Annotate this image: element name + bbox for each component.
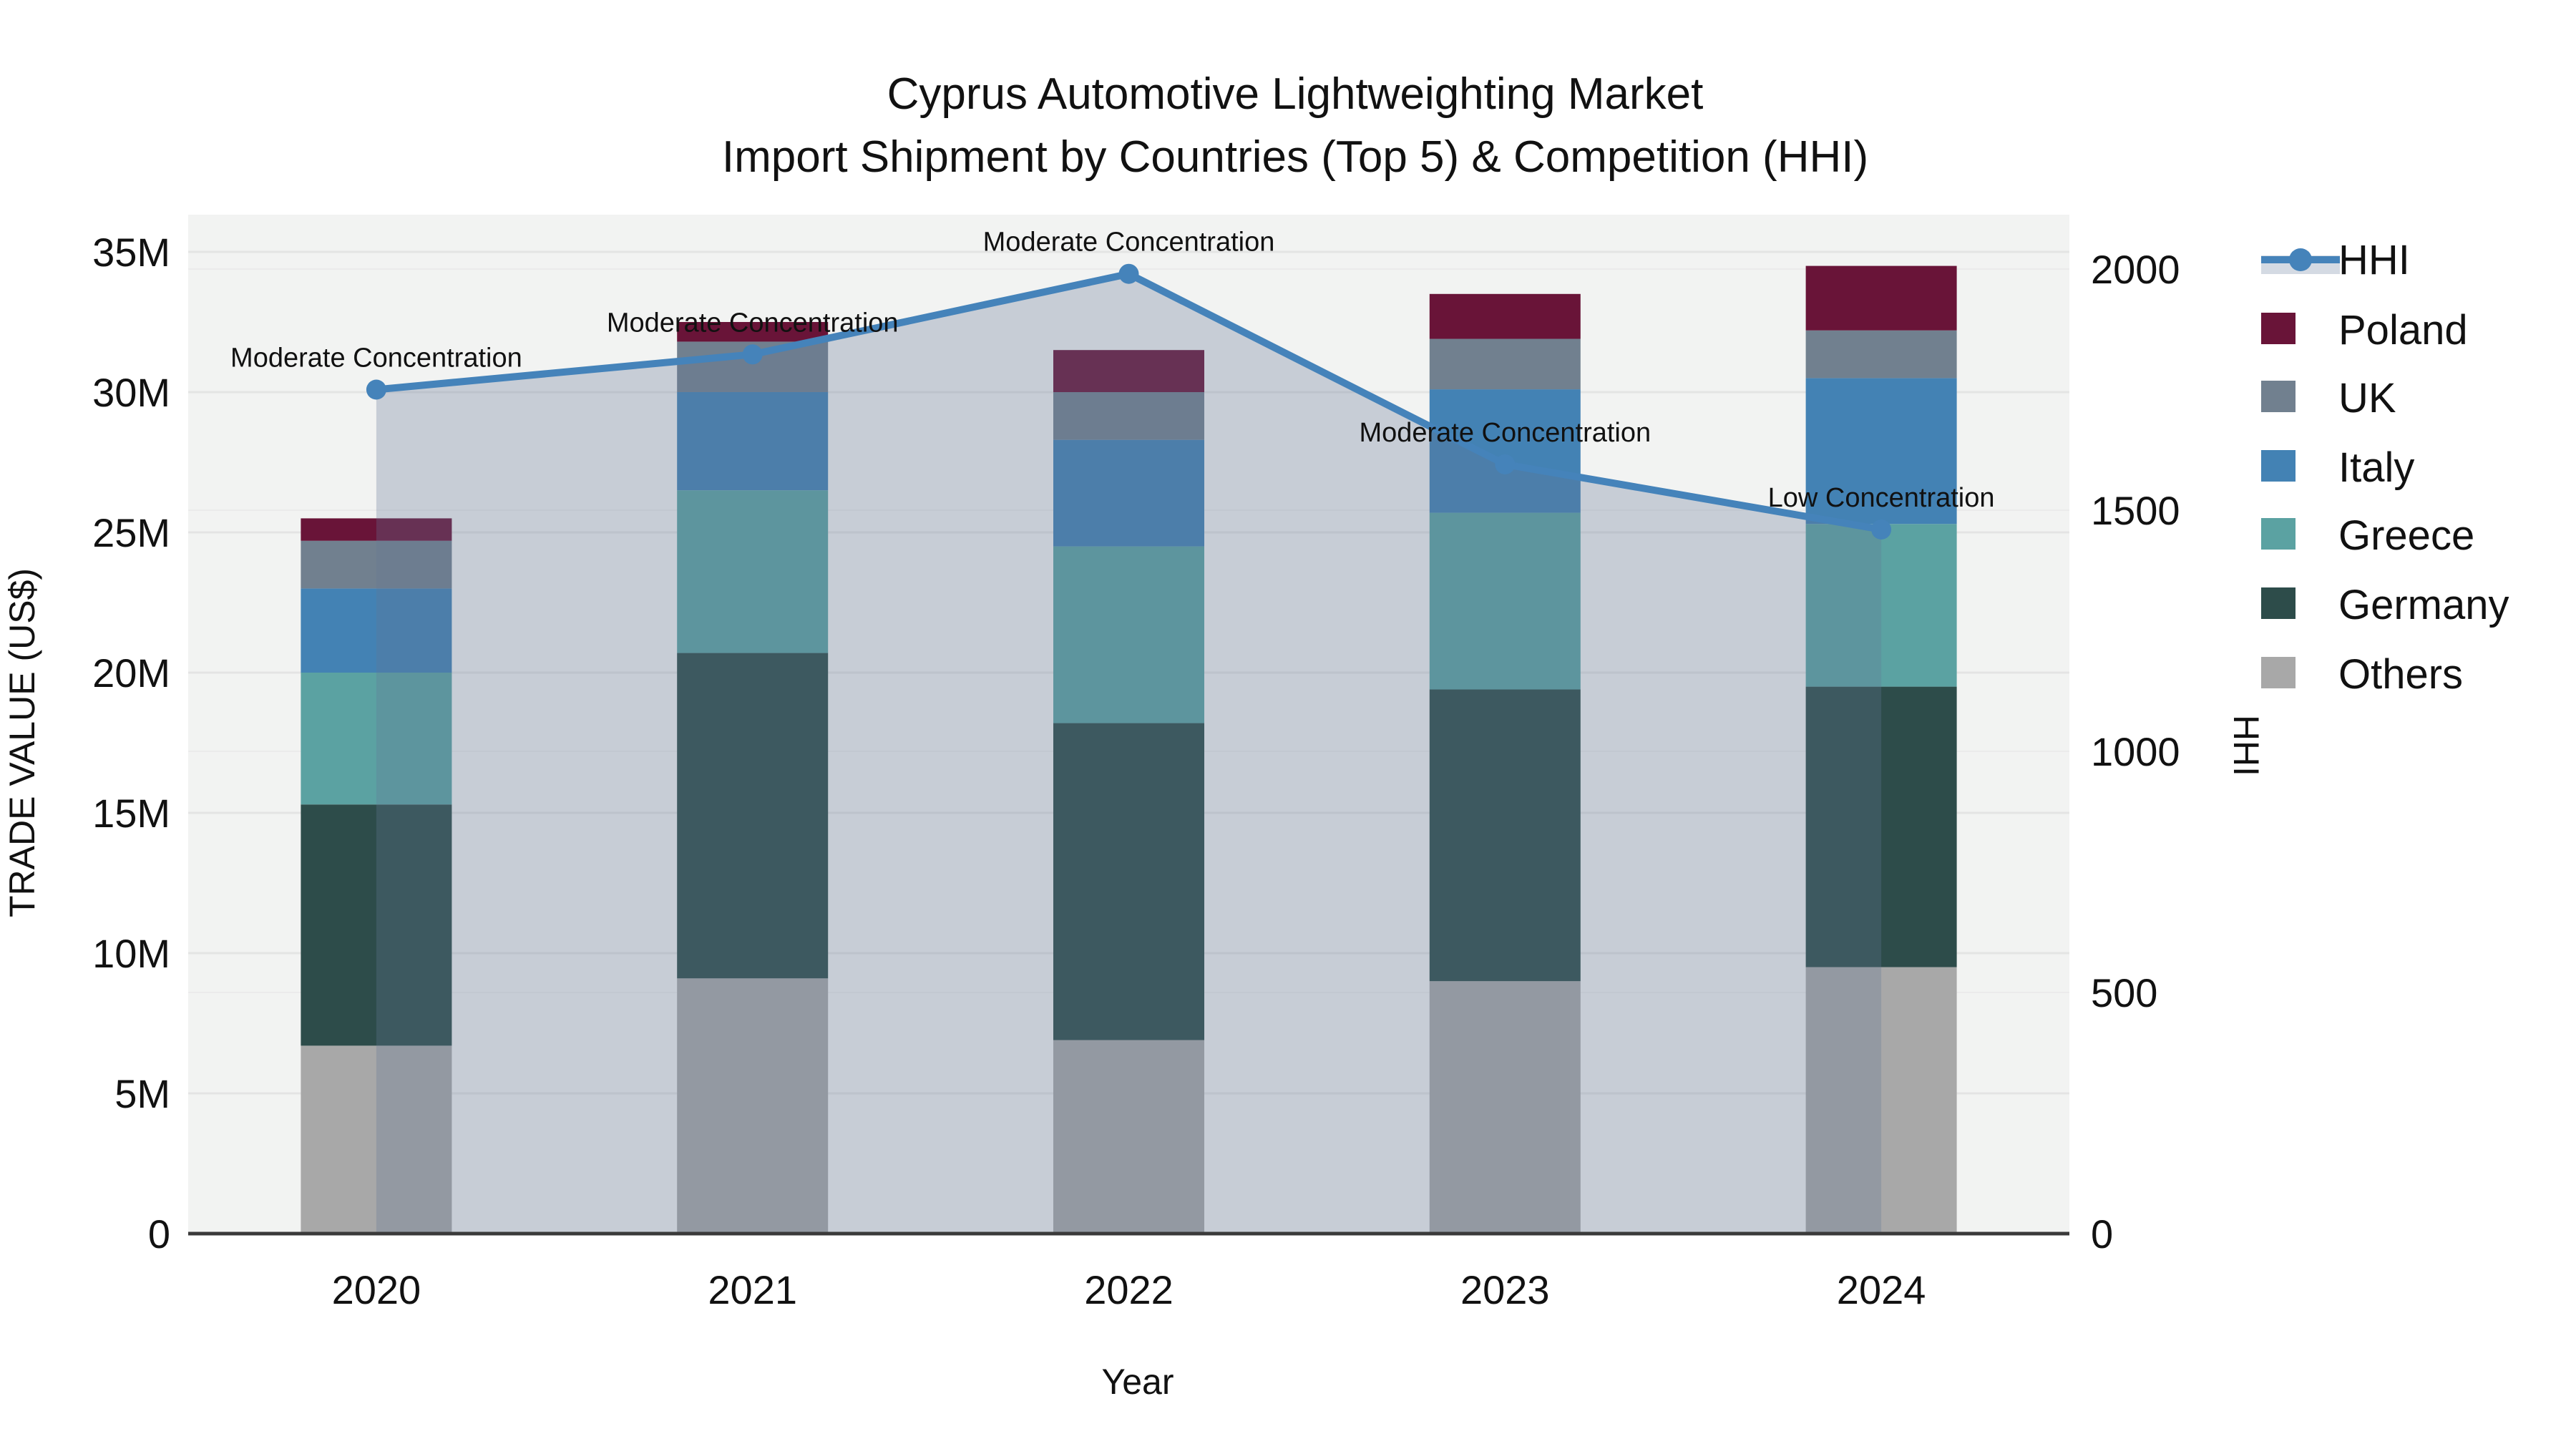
hhi-area-fill-layer bbox=[376, 273, 1882, 1234]
y-axis-left-title: TRADE VALUE (US$) bbox=[2, 568, 42, 917]
bar-segment-germany-2023[interactable] bbox=[1429, 689, 1581, 982]
chart-title-line1: Cyprus Automotive Lightweighting Market bbox=[887, 69, 1704, 119]
bar-segment-germany-2021[interactable] bbox=[677, 653, 829, 979]
bar-segment-poland-2024[interactable] bbox=[1805, 265, 1957, 331]
hhi-area-fill bbox=[376, 273, 1882, 1234]
legend: HHI Poland UK Italy Greece Germany Others bbox=[2261, 237, 2509, 698]
bar-segment-greece-2022[interactable] bbox=[1053, 546, 1204, 723]
legend-label: Others bbox=[2338, 651, 2463, 698]
hhi-marker-2024[interactable] bbox=[1871, 519, 1892, 540]
annotation-2024: Low Concentration bbox=[1768, 483, 1995, 513]
legend-item-others[interactable]: Others bbox=[2261, 651, 2463, 698]
x-tick-2020: 2020 bbox=[332, 1267, 421, 1312]
hhi-marker-2022[interactable] bbox=[1118, 263, 1139, 284]
y-left-tick-20M: 20M bbox=[92, 650, 170, 696]
legend-swatch-poland-icon bbox=[2261, 313, 2296, 344]
hhi-marker-2020[interactable] bbox=[366, 379, 386, 400]
hhi-legend-marker-icon bbox=[2289, 248, 2312, 271]
chart-title-line2: Import Shipment by Countries (Top 5) & C… bbox=[722, 132, 1868, 182]
bar-segment-italy-2024[interactable] bbox=[1805, 378, 1957, 525]
x-axis-title: Year bbox=[1101, 1362, 1174, 1402]
bar-segment-greece-2020[interactable] bbox=[301, 673, 452, 805]
legend-swatch-uk-icon bbox=[2261, 381, 2296, 412]
legend-label: HHI bbox=[2338, 237, 2410, 283]
legend-item-uk[interactable]: UK bbox=[2261, 375, 2396, 421]
stacked-bars-layer bbox=[301, 265, 1957, 1234]
hhi-marker-2023[interactable] bbox=[1495, 454, 1516, 474]
y-left-tick-25M: 25M bbox=[92, 510, 170, 555]
y-right-tick-0: 0 bbox=[2091, 1211, 2113, 1257]
annotation-layer: Moderate Concentration Moderate Concentra… bbox=[230, 228, 1994, 513]
y-right-tick-1000: 1000 bbox=[2091, 729, 2180, 774]
bar-segment-germany-2022[interactable] bbox=[1053, 723, 1204, 1040]
legend-label: Greece bbox=[2338, 512, 2474, 559]
bar-segment-uk-2022[interactable] bbox=[1053, 392, 1204, 440]
legend-swatch-germany-icon bbox=[2261, 587, 2296, 619]
bar-segment-greece-2023[interactable] bbox=[1429, 512, 1581, 690]
bar-segment-germany-2024[interactable] bbox=[1805, 686, 1957, 967]
bar-segment-others-2022[interactable] bbox=[1053, 1040, 1204, 1234]
bar-segment-poland-2021[interactable] bbox=[677, 322, 829, 342]
legend-swatch-others-icon bbox=[2261, 657, 2296, 688]
bar-segment-others-2023[interactable] bbox=[1429, 981, 1581, 1234]
bar-segment-germany-2020[interactable] bbox=[301, 804, 452, 1046]
bar-segment-italy-2023[interactable] bbox=[1429, 389, 1581, 513]
x-tick-2021: 2021 bbox=[708, 1267, 797, 1312]
legend-item-hhi[interactable]: HHI bbox=[2261, 237, 2410, 283]
legend-label: Germany bbox=[2338, 582, 2509, 628]
x-tick-2023: 2023 bbox=[1460, 1267, 1550, 1312]
bar-segment-italy-2022[interactable] bbox=[1053, 439, 1204, 547]
legend-label: Italy bbox=[2338, 444, 2414, 491]
legend-item-italy[interactable]: Italy bbox=[2261, 444, 2414, 491]
annotation-2020: Moderate Concentration bbox=[230, 343, 522, 374]
y-left-tick-35M: 35M bbox=[92, 230, 170, 275]
bar-segment-poland-2023[interactable] bbox=[1429, 293, 1581, 339]
bar-segment-others-2021[interactable] bbox=[677, 978, 829, 1234]
bar-segment-others-2024[interactable] bbox=[1805, 967, 1957, 1234]
x-tick-2022: 2022 bbox=[1084, 1267, 1174, 1312]
annotation-2023: Moderate Concentration bbox=[1359, 418, 1651, 448]
bar-segment-uk-2024[interactable] bbox=[1805, 330, 1957, 379]
y-left-tick-30M: 30M bbox=[92, 370, 170, 415]
bar-segment-greece-2021[interactable] bbox=[677, 490, 829, 653]
legend-label: Poland bbox=[2338, 307, 2468, 353]
y-right-tick-2000: 2000 bbox=[2091, 247, 2180, 292]
bar-segment-poland-2022[interactable] bbox=[1053, 350, 1204, 392]
bar-segment-poland-2020[interactable] bbox=[301, 518, 452, 541]
x-tick-2024: 2024 bbox=[1837, 1267, 1926, 1312]
y-left-tick-10M: 10M bbox=[92, 931, 170, 976]
legend-swatch-italy-icon bbox=[2261, 450, 2296, 482]
bar-segment-uk-2023[interactable] bbox=[1429, 338, 1581, 390]
annotation-2021: Moderate Concentration bbox=[607, 308, 899, 338]
legend-item-poland[interactable]: Poland bbox=[2261, 307, 2468, 353]
hhi-marker-2021[interactable] bbox=[742, 344, 763, 365]
legend-item-germany[interactable]: Germany bbox=[2261, 582, 2509, 628]
bar-segment-uk-2020[interactable] bbox=[301, 540, 452, 589]
y-axis-right-title: HHI bbox=[2226, 715, 2266, 776]
annotation-2022: Moderate Concentration bbox=[983, 228, 1275, 258]
y-right-tick-1500: 1500 bbox=[2091, 488, 2180, 533]
legend-swatch-greece-icon bbox=[2261, 518, 2296, 550]
legend-item-greece[interactable]: Greece bbox=[2261, 512, 2474, 559]
hhi-line-layer bbox=[366, 263, 1892, 540]
bar-segment-greece-2024[interactable] bbox=[1805, 524, 1957, 687]
y-left-tick-0: 0 bbox=[148, 1211, 170, 1257]
y-left-tick-5M: 5M bbox=[114, 1071, 170, 1116]
legend-label: UK bbox=[2338, 375, 2396, 421]
y-right-tick-500: 500 bbox=[2091, 970, 2157, 1015]
bar-segment-others-2020[interactable] bbox=[301, 1045, 452, 1234]
bar-segment-italy-2021[interactable] bbox=[677, 392, 829, 491]
y-left-tick-15M: 15M bbox=[92, 791, 170, 836]
axis-layer: 0 5M 10M 15M 20M 25M 30M 35M 0 500 1000 1500 2000 202… bbox=[92, 230, 2180, 1312]
bar-segment-italy-2020[interactable] bbox=[301, 588, 452, 673]
